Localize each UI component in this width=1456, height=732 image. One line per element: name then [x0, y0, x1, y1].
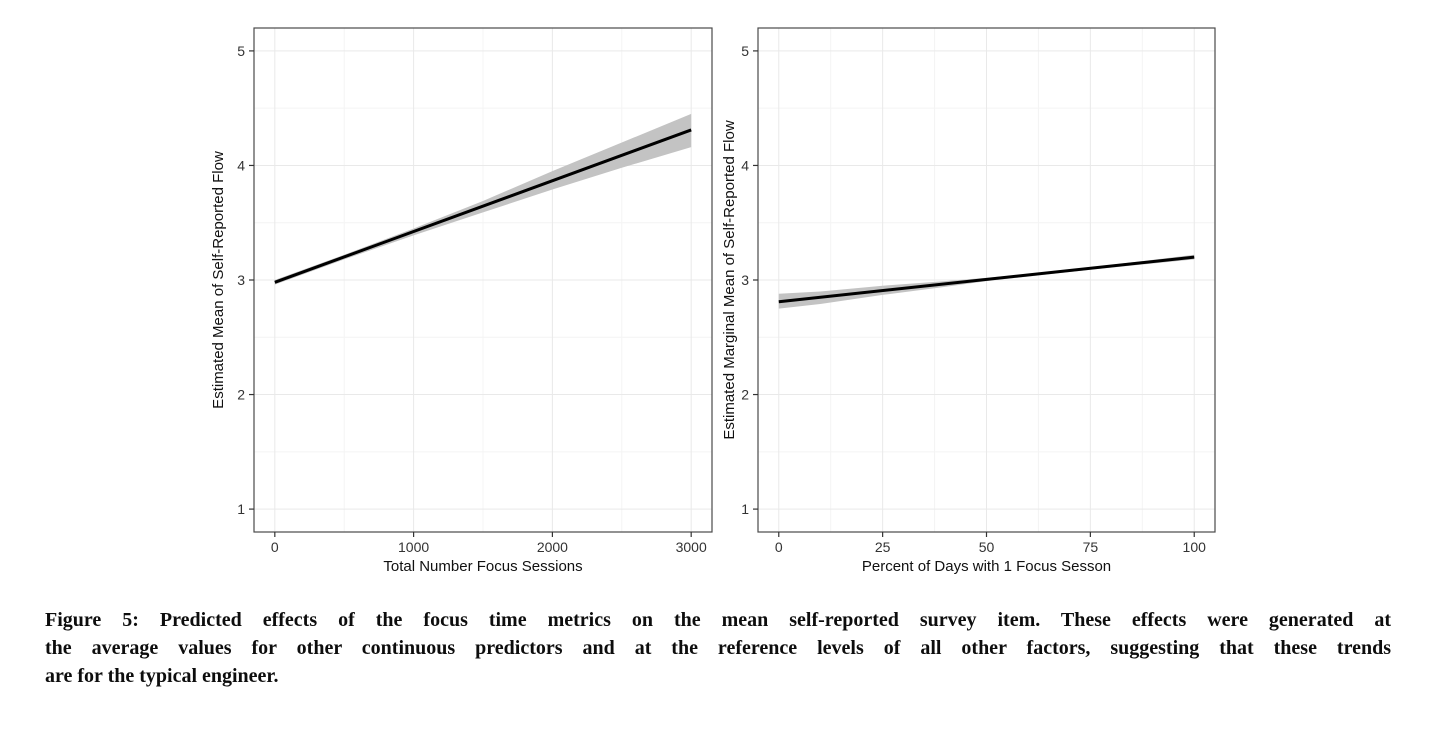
y-axis-title: Estimated Marginal Mean of Self-Reported… — [721, 120, 738, 439]
caption-line-1: Figure 5: Predicted effects of the focus… — [45, 609, 1391, 631]
x-axis-title: Percent of Days with 1 Focus Sesson — [862, 558, 1111, 575]
trend-line — [778, 255, 1195, 304]
figure-caption: Figure 5: Predicted effects of the focus… — [45, 606, 1391, 690]
x-tick-label: 3000 — [676, 539, 707, 555]
caption-line-3: are for the typical engineer. — [45, 665, 279, 687]
x-tick-label: 0 — [271, 539, 279, 555]
confidence-ribbon — [274, 113, 692, 285]
x-axis-title: Total Number Focus Sessions — [383, 558, 582, 575]
y-tick-label: 1 — [741, 501, 749, 517]
trend-line — [274, 128, 692, 284]
y-tick-label: 1 — [237, 501, 245, 517]
y-tick-label: 2 — [237, 387, 245, 403]
y-tick-label: 4 — [237, 157, 245, 173]
x-tick-label: 2000 — [537, 539, 568, 555]
x-tick-label: 1000 — [398, 539, 429, 555]
y-tick-label: 4 — [741, 157, 749, 173]
x-tick-label: 100 — [1183, 539, 1207, 555]
x-tick-label: 25 — [875, 539, 891, 555]
y-tick-label: 2 — [741, 387, 749, 403]
grid-lines — [254, 28, 712, 532]
grid-lines — [758, 28, 1215, 532]
y-tick-label: 5 — [237, 43, 245, 59]
y-tick-label: 3 — [741, 272, 749, 288]
caption-line-2: the average values for other continuous … — [45, 637, 1391, 659]
percent-days-focus-chart: 0 25 50 75 100 1 2 3 4 5 Percent of Days with 1 Fo… — [721, 27, 1216, 575]
y-tick-label: 3 — [237, 272, 245, 288]
x-tick-label: 0 — [775, 539, 783, 555]
x-tick-label: 50 — [979, 539, 995, 555]
x-tick-label: 75 — [1083, 539, 1099, 555]
y-tick-label: 5 — [741, 43, 749, 59]
y-axis-title: Estimated Mean of Self-Reported Flow — [210, 151, 227, 409]
total-focus-sessions-chart: 0 1000 2000 3000 1 2 3 4 5 Total Number Focus Ses… — [210, 27, 713, 575]
